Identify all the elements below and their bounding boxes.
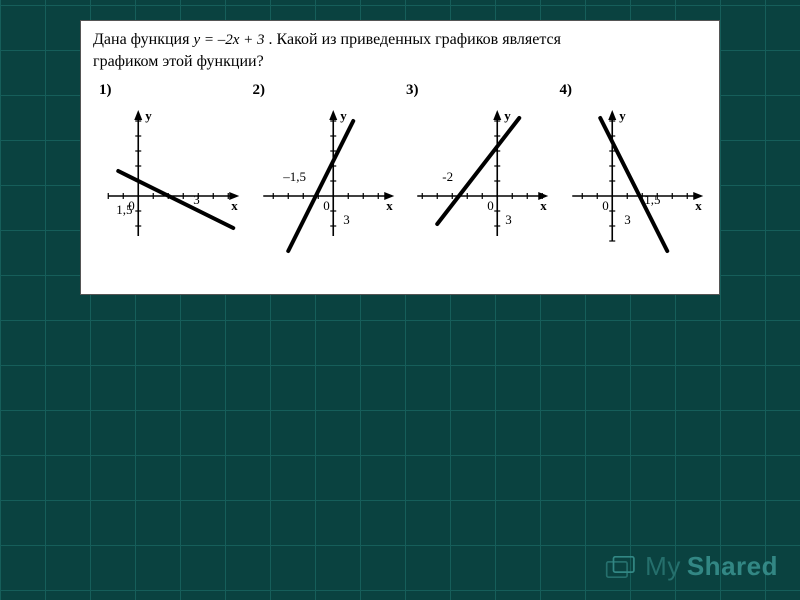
graph-4: y x 03 1,5 xyxy=(557,101,708,266)
slides-icon xyxy=(605,553,639,581)
option-label-1: 1) xyxy=(93,82,247,99)
question-text: Дана функция y = –2x + 3 . Какой из прив… xyxy=(93,29,707,74)
option-label-3: 3) xyxy=(400,82,554,99)
svg-text:0: 0 xyxy=(487,198,494,213)
question-formula: y = –2x + 3 xyxy=(193,32,264,48)
option-label-2: 2) xyxy=(247,82,401,99)
svg-text:-2: -2 xyxy=(442,169,453,184)
svg-text:1,5: 1,5 xyxy=(116,202,132,217)
svg-text:x: x xyxy=(386,198,393,213)
graph-1: yx01,53 xyxy=(93,101,244,266)
svg-text:–1,5: –1,5 xyxy=(282,169,306,184)
question-card: Дана функция y = –2x + 3 . Какой из прив… xyxy=(80,20,720,295)
svg-text:3: 3 xyxy=(624,212,631,227)
question-line2: графиком этой функции? xyxy=(93,53,264,70)
watermark-bold: Shared xyxy=(687,551,778,582)
svg-text:x: x xyxy=(695,198,702,213)
question-prefix: Дана функция xyxy=(93,31,189,48)
graph-2: y x 03 –1,5 xyxy=(248,101,399,266)
svg-text:x: x xyxy=(540,198,547,213)
svg-text:3: 3 xyxy=(505,212,512,227)
watermark: MyShared xyxy=(605,551,778,582)
svg-text:3: 3 xyxy=(343,212,350,227)
svg-text:y: y xyxy=(504,108,511,123)
option-label-4: 4) xyxy=(554,82,708,99)
svg-text:0: 0 xyxy=(323,198,330,213)
svg-text:3: 3 xyxy=(193,192,200,207)
question-suffix1: . Какой из приведенных графиков является xyxy=(269,31,561,48)
svg-text:y: y xyxy=(340,108,347,123)
graphs-row: yx01,53 yx03–1,5 yx03-2 yx031,5 xyxy=(93,101,707,266)
svg-text:y: y xyxy=(619,108,626,123)
svg-text:0: 0 xyxy=(602,198,609,213)
graph-3: y x 03 -2 xyxy=(402,101,553,266)
svg-text:1,5: 1,5 xyxy=(644,192,660,207)
svg-text:y: y xyxy=(145,108,152,123)
svg-text:x: x xyxy=(231,198,238,213)
watermark-thin: My xyxy=(645,551,681,582)
option-labels-row: 1) 2) 3) 4) xyxy=(93,82,707,99)
